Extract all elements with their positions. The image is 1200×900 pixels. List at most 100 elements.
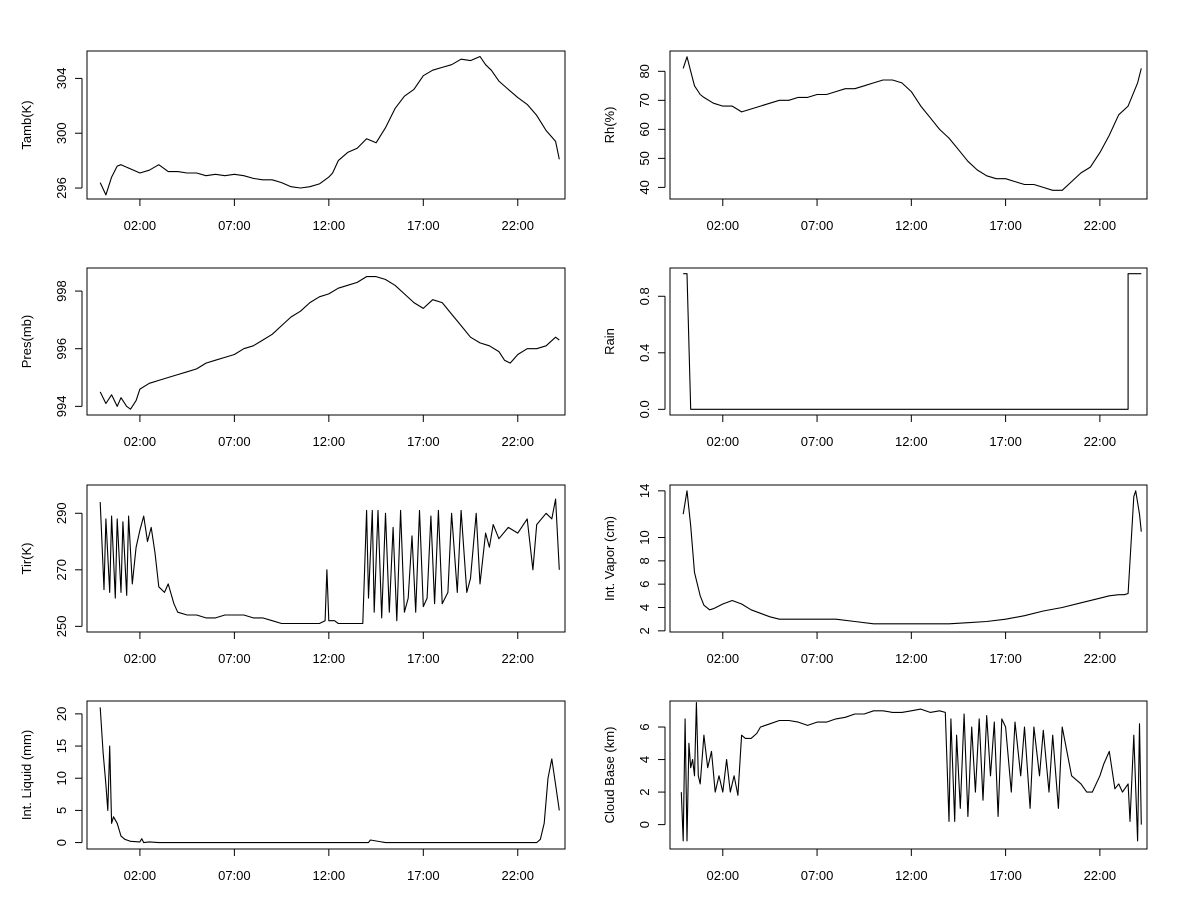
panel-6: 02:00 07:00 12:00 17:00 22:00 2 4 6 8 10 14 Int. Va…: [602, 484, 1148, 666]
y-tick-label: 60: [637, 122, 652, 136]
x-tick-label: 02:00: [124, 434, 157, 449]
y-tick-label: 0: [54, 839, 69, 846]
x-tick-label: 07:00: [801, 651, 834, 666]
series-line: [99, 276, 560, 410]
x-tick-label: 17:00: [989, 434, 1022, 449]
y-tick-label: 40: [637, 180, 652, 194]
y-tick-label: 300: [54, 122, 69, 144]
panel-2: 02:00 07:00 12:00 17:00 22:00 40 50 60 70 80 Rh(%): [602, 50, 1148, 233]
y-tick-label: 998: [54, 280, 69, 302]
plot-frame: [669, 484, 1148, 633]
plot-frame: [86, 267, 566, 416]
y-tick-label: 996: [54, 338, 69, 360]
y-tick-label: 15: [54, 739, 69, 753]
x-tick-label: 22:00: [501, 868, 534, 883]
x-tick-label: 17:00: [407, 218, 440, 233]
x-tick-label: 02:00: [707, 434, 740, 449]
y-tick-label: 80: [637, 64, 652, 78]
x-tick-label: 22:00: [1084, 218, 1117, 233]
y-tick-label: 6: [637, 723, 652, 730]
panel-5: 02:00 07:00 12:00 17:00 22:00 250 270 290 Tir(K): [19, 484, 566, 666]
x-tick-label: 12:00: [313, 651, 346, 666]
x-tick-label: 12:00: [895, 868, 928, 883]
series-line: [99, 55, 560, 196]
y-tick-label: 10: [54, 771, 69, 785]
x-tick-label: 12:00: [313, 218, 346, 233]
panel-7: 02:00 07:00 12:00 17:00 22:00 0 5 10 15 20 Int. Li…: [19, 700, 566, 883]
plot-frame: [86, 700, 566, 850]
plot-frame: [669, 700, 1148, 850]
plot-frame: [86, 484, 566, 633]
series-line: [682, 56, 1142, 191]
y-axis-label: Cloud Base (km): [602, 727, 617, 824]
x-tick-label: 02:00: [707, 218, 740, 233]
y-tick-label: 0.4: [637, 344, 652, 362]
y-tick-label: 0.8: [637, 287, 652, 305]
x-tick-label: 07:00: [801, 868, 834, 883]
plot-frame: [86, 50, 566, 200]
x-tick-label: 17:00: [407, 868, 440, 883]
y-tick-label: 8: [637, 557, 652, 564]
x-tick-label: 07:00: [218, 868, 251, 883]
y-axis-label: Rain: [602, 328, 617, 355]
panel-4: 02:00 07:00 12:00 17:00 22:00 0.0 0.4 0.8 Rain: [602, 267, 1148, 449]
x-tick-label: 02:00: [707, 651, 740, 666]
y-tick-label: 14: [637, 484, 652, 498]
x-tick-label: 07:00: [801, 218, 834, 233]
x-tick-label: 12:00: [895, 434, 928, 449]
y-tick-label: 4: [637, 756, 652, 763]
x-tick-label: 12:00: [895, 218, 928, 233]
series-line: [680, 702, 1142, 842]
x-tick-label: 22:00: [1084, 651, 1117, 666]
x-tick-label: 17:00: [989, 218, 1022, 233]
y-tick-label: 10: [637, 530, 652, 544]
y-tick-label: 4: [637, 604, 652, 611]
x-tick-label: 07:00: [218, 218, 251, 233]
x-tick-label: 02:00: [124, 651, 157, 666]
y-tick-label: 2: [637, 627, 652, 634]
x-tick-label: 02:00: [707, 868, 740, 883]
series-line: [683, 273, 1142, 410]
panel-8: 02:00 07:00 12:00 17:00 22:00 0 2 4 6 Cloud Base …: [602, 700, 1148, 883]
y-axis-label: Tir(K): [19, 542, 34, 574]
x-tick-label: 22:00: [501, 651, 534, 666]
panel-1: 02:00 07:00 12:00 17:00 22:00 296 300 304 Tamb(K…: [19, 50, 566, 233]
series-line: [99, 498, 560, 625]
y-tick-label: 0.0: [637, 400, 652, 418]
y-tick-label: 270: [54, 559, 69, 581]
y-tick-label: 290: [54, 502, 69, 524]
x-tick-label: 12:00: [313, 868, 346, 883]
y-tick-label: 2: [637, 788, 652, 795]
x-tick-label: 17:00: [407, 434, 440, 449]
plot-frame: [669, 267, 1148, 416]
y-tick-label: 0: [637, 821, 652, 828]
x-tick-label: 17:00: [407, 651, 440, 666]
y-tick-label: 304: [54, 68, 69, 90]
series-line: [682, 490, 1142, 625]
x-tick-label: 17:00: [989, 651, 1022, 666]
x-tick-label: 02:00: [124, 868, 157, 883]
y-tick-label: 20: [54, 707, 69, 721]
y-tick-label: 5: [54, 807, 69, 814]
panel-3: 02:00 07:00 12:00 17:00 22:00 994 996 998 Pres(m…: [19, 267, 566, 449]
y-axis-label: Rh(%): [602, 107, 617, 144]
x-tick-label: 12:00: [313, 434, 346, 449]
x-tick-label: 22:00: [1084, 434, 1117, 449]
y-axis-label: Int. Vapor (cm): [602, 516, 617, 601]
y-tick-label: 6: [637, 581, 652, 588]
x-tick-label: 17:00: [989, 868, 1022, 883]
y-tick-label: 994: [54, 396, 69, 418]
x-tick-label: 22:00: [1084, 868, 1117, 883]
series-line: [99, 707, 560, 844]
plot-frame: [669, 50, 1148, 200]
x-tick-label: 22:00: [501, 434, 534, 449]
x-tick-label: 07:00: [218, 651, 251, 666]
x-tick-label: 12:00: [895, 651, 928, 666]
y-axis-label: Int. Liquid (mm): [19, 730, 34, 820]
y-tick-label: 70: [637, 93, 652, 107]
x-tick-label: 22:00: [501, 218, 534, 233]
x-tick-label: 07:00: [218, 434, 251, 449]
y-axis-label: Pres(mb): [19, 315, 34, 368]
y-axis-label: Tamb(K): [19, 100, 34, 149]
